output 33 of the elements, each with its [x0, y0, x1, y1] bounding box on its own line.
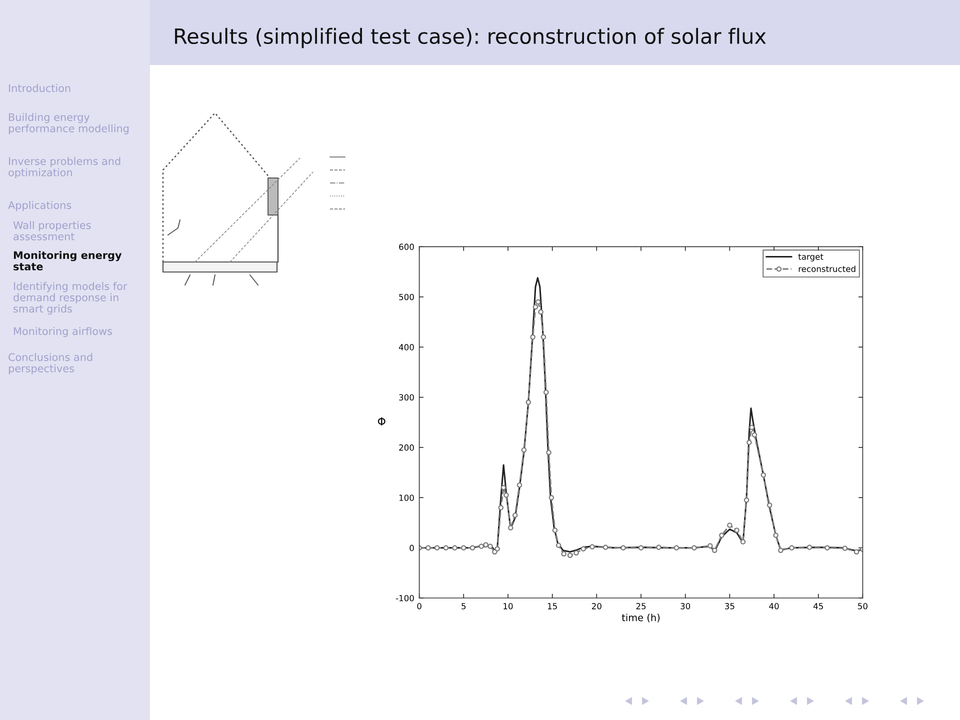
x-tick-label: 30 [680, 603, 690, 610]
text: Inverse problems and optimization [8, 157, 120, 178]
y-tick-label: 600 [399, 244, 414, 250]
x-tick-label: 25 [636, 603, 646, 610]
y-tick-label: 100 [399, 494, 414, 501]
x-tick-label: 15 [548, 603, 557, 610]
x-axis-title: time (h) [622, 614, 660, 622]
y-tick-label: 400 [398, 344, 414, 350]
text: Conclusions and perspectives [8, 353, 92, 374]
x-tick-label: 35 [725, 603, 734, 610]
text: Monitoring airflows [14, 327, 112, 338]
y-tick-label: 0 [410, 544, 414, 552]
chart-title: Results (simplified test case): reconstruction of solar flux [175, 28, 766, 48]
y-tick-label: 500 [399, 294, 414, 300]
text: Monitoring energy state [14, 251, 122, 270]
x-tick-label: 50 [858, 603, 868, 610]
y-tick-label: 200 [399, 444, 414, 451]
legend-label: target [798, 254, 824, 262]
y-axis-title: Φ [378, 417, 386, 426]
text: Building energy performance modelling [8, 113, 129, 134]
text: Applications [8, 201, 72, 212]
y-tick-label: -100 [396, 594, 414, 602]
x-tick-label: 45 [813, 603, 823, 610]
text: Identifying models for demand response in smart grids [14, 282, 128, 315]
y-tick-label: 300 [399, 394, 414, 401]
text: Introduction [9, 84, 70, 92]
x-tick-label: 40 [769, 603, 779, 610]
x-tick-label: 20 [592, 603, 602, 610]
x-tick-label: 0 [417, 603, 422, 610]
text: Wall properties assessment [13, 221, 91, 240]
x-tick-label: 10 [504, 603, 513, 610]
legend-label: reconstructed [798, 266, 856, 272]
x-tick-label: 5 [462, 603, 466, 610]
